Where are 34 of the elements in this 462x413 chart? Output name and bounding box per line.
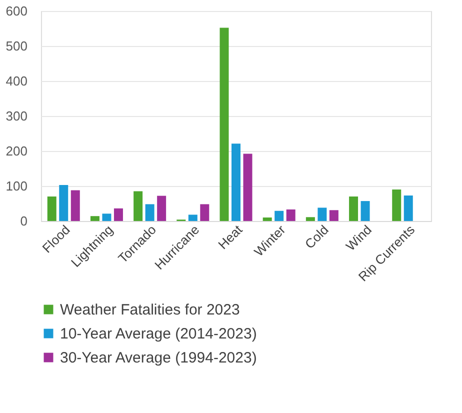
bar [286, 209, 296, 221]
y-tick-label: 100 [6, 178, 28, 194]
legend-label: 10-Year Average (2014-2023) [60, 326, 257, 342]
legend-label: Weather Fatalities for 2023 [60, 302, 240, 318]
y-tick-label: 300 [6, 108, 28, 124]
bar [392, 190, 402, 221]
bar [114, 208, 123, 221]
legend-label: 30-Year Average (1994-2023) [60, 350, 257, 366]
y-tick-label: 0 [20, 214, 28, 228]
bar [157, 196, 166, 221]
bar [188, 214, 198, 221]
bar [349, 196, 358, 221]
bar [318, 208, 327, 221]
bar [145, 204, 154, 221]
bar [102, 214, 112, 221]
bar [360, 201, 370, 221]
bar [274, 210, 284, 221]
bar [200, 204, 210, 221]
y-tick-label: 500 [6, 38, 28, 54]
bar [232, 144, 240, 221]
y-tick-label: 400 [6, 74, 28, 88]
bar [306, 217, 315, 221]
bar [90, 216, 100, 221]
bar [70, 190, 80, 221]
bar [59, 184, 68, 221]
y-tick-label: 200 [6, 144, 28, 158]
bar [47, 196, 56, 221]
bar [262, 218, 272, 221]
y-tick-label: 600 [6, 4, 28, 18]
bar [404, 195, 413, 221]
bar [134, 191, 143, 221]
bar [220, 28, 229, 221]
bar [329, 210, 338, 221]
bar [243, 154, 252, 221]
